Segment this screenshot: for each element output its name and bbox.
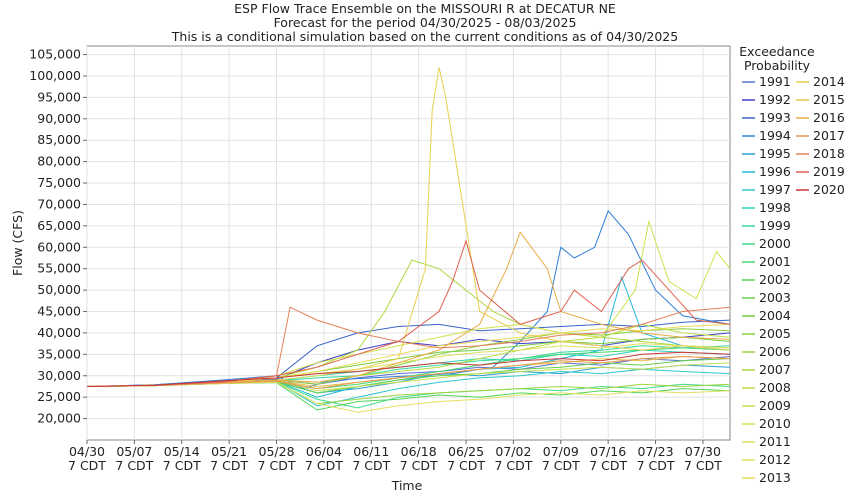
x-tick-label-date: 05/28 (259, 444, 295, 459)
legend-label-2007: 2007 (759, 362, 791, 377)
legend-label-2005: 2005 (759, 326, 791, 341)
legend-label-2017: 2017 (813, 128, 845, 143)
legend-label-1991: 1991 (759, 74, 791, 89)
legend-label-1996: 1996 (759, 164, 791, 179)
x-tick-label-date: 06/11 (353, 444, 389, 459)
x-tick-label-date: 06/04 (306, 444, 342, 459)
x-tick-label-time: 7 CDT (637, 458, 675, 473)
x-tick-label-time: 7 CDT (542, 458, 580, 473)
legend-title-line-2: Probability (744, 58, 811, 73)
x-tick-label-time: 7 CDT (68, 458, 106, 473)
x-tick-label-time: 7 CDT (447, 458, 485, 473)
y-tick-label: 55,000 (37, 261, 81, 276)
series-line-2019 (86, 239, 731, 387)
y-tick-label: 25,000 (37, 389, 81, 404)
y-tick-label: 80,000 (37, 154, 81, 169)
legend-label-2008: 2008 (759, 380, 791, 395)
legend-label-1994: 1994 (759, 128, 791, 143)
y-tick-label: 40,000 (37, 325, 81, 340)
legend-label-1992: 1992 (759, 92, 791, 107)
plot-area (86, 45, 731, 441)
series-line-2012 (86, 381, 731, 413)
legend-label-2000: 2000 (759, 236, 791, 251)
legend-label-1993: 1993 (759, 110, 791, 125)
y-tick-layer: 20,000 25,000 30,000 35,000 40,000 45,000 50,0… (29, 47, 87, 426)
grid-layer (86, 46, 730, 440)
x-tick-label-time: 7 CDT (305, 458, 343, 473)
legend-label-1998: 1998 (759, 200, 791, 215)
legend-label-2020: 2020 (813, 182, 845, 197)
series-layer (86, 67, 731, 413)
y-tick-label: 90,000 (37, 111, 81, 126)
chart-subtitle-2: This is a conditional simulation based o… (171, 29, 678, 44)
series-line-2017 (86, 355, 731, 390)
y-tick-label: 50,000 (37, 282, 81, 297)
chart-subtitle-1: Forecast for the period 04/30/2025 - 08/… (274, 15, 577, 30)
x-tick-label-date: 04/30 (69, 444, 105, 459)
x-axis-label: Time (391, 478, 423, 493)
legend-label-1995: 1995 (759, 146, 791, 161)
legend-label-2004: 2004 (759, 308, 791, 323)
legend-label-2010: 2010 (759, 416, 791, 431)
y-tick-label: 45,000 (37, 304, 81, 319)
y-axis-label: Flow (CFS) (10, 210, 25, 276)
x-tick-label-date: 07/16 (590, 444, 626, 459)
legend-label-2003: 2003 (759, 290, 791, 305)
y-tick-label: 20,000 (37, 411, 81, 426)
x-tick-label-time: 7 CDT (163, 458, 201, 473)
y-tick-label: 95,000 (37, 89, 81, 104)
x-tick-label-date: 07/30 (685, 444, 721, 459)
legend-label-2009: 2009 (759, 398, 791, 413)
legend-label-2002: 2002 (759, 272, 791, 287)
legend-title-line-1: Exceedance (739, 44, 815, 59)
y-tick-label: 30,000 (37, 368, 81, 383)
series-line-1994 (86, 209, 731, 390)
x-tick-label-date: 06/25 (448, 444, 484, 459)
legend-label-2016: 2016 (813, 110, 845, 125)
x-tick-label-time: 7 CDT (115, 458, 153, 473)
y-tick-label: 75,000 (37, 175, 81, 190)
x-tick-label-date: 05/14 (164, 444, 200, 459)
x-tick-label-time: 7 CDT (494, 458, 532, 473)
legend-label-1999: 1999 (759, 218, 791, 233)
legend-label-2012: 2012 (759, 452, 791, 467)
x-tick-label-date: 05/21 (211, 444, 247, 459)
x-tick-label-time: 7 CDT (258, 458, 296, 473)
y-tick-label: 35,000 (37, 346, 81, 361)
y-tick-label: 65,000 (37, 218, 81, 233)
x-tick-label-time: 7 CDT (352, 458, 390, 473)
x-tick-label-date: 07/02 (495, 444, 531, 459)
legend-label-2018: 2018 (813, 146, 845, 161)
x-tick-label-time: 7 CDT (400, 458, 438, 473)
x-tick-label-date: 07/23 (638, 444, 674, 459)
series-line-2016 (86, 231, 731, 387)
legend-label-2011: 2011 (759, 434, 791, 449)
x-tick-label-date: 06/18 (401, 444, 437, 459)
y-tick-label: 60,000 (37, 239, 81, 254)
x-tick-label-time: 7 CDT (589, 458, 627, 473)
legend-label-2015: 2015 (813, 92, 845, 107)
legend-label-2006: 2006 (759, 344, 791, 359)
chart-title: ESP Flow Trace Ensemble on the MISSOURI … (234, 1, 616, 16)
x-tick-label-time: 7 CDT (210, 458, 248, 473)
legend: 1991 1992 1993 1994 1995 1996 1997 1998 1999 2000… (742, 74, 845, 485)
x-tick-label-date: 07/09 (543, 444, 579, 459)
y-tick-label: 105,000 (29, 47, 81, 62)
x-tick-label-date: 05/07 (116, 444, 152, 459)
legend-label-2014: 2014 (813, 74, 845, 89)
x-tick-label-time: 7 CDT (684, 458, 722, 473)
legend-label-2019: 2019 (813, 164, 845, 179)
y-tick-label: 70,000 (37, 196, 81, 211)
legend-label-2001: 2001 (759, 254, 791, 269)
legend-label-2013: 2013 (759, 470, 791, 485)
legend-label-1997: 1997 (759, 182, 791, 197)
series-line-2020 (86, 351, 731, 387)
y-tick-label: 100,000 (29, 68, 81, 83)
y-tick-label: 85,000 (37, 132, 81, 147)
